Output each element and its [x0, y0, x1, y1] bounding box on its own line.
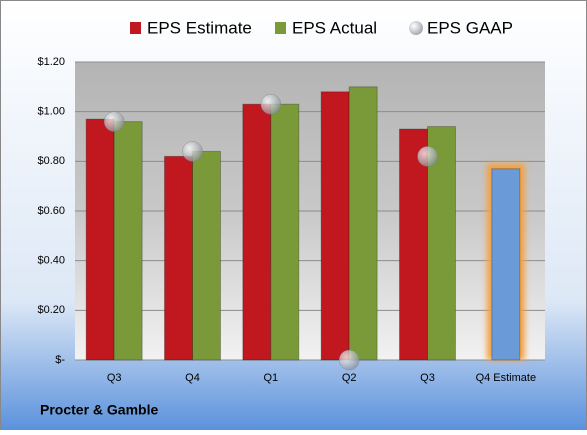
y-tick-label: $1.20	[37, 56, 65, 68]
y-tick-label: $-	[55, 354, 65, 366]
bar	[242, 103, 272, 361]
gaap-marker	[338, 349, 360, 371]
legend-label: EPS GAAP	[427, 18, 513, 37]
x-tick-label: Q4 Estimate	[476, 372, 537, 384]
legend-marker	[275, 22, 286, 34]
bar	[320, 91, 350, 361]
footer: Procter & Gamble	[40, 402, 158, 418]
x-tick-label: Q3	[107, 372, 122, 384]
x-tick-label: Q3	[420, 372, 435, 384]
gaap-marker	[103, 111, 125, 132]
gaap-marker	[260, 93, 282, 115]
legend-label: EPS Estimate	[147, 18, 252, 37]
y-tick-label: $0.80	[37, 155, 65, 167]
legend-label: EPS Actual	[292, 18, 377, 37]
gaap-marker	[417, 146, 438, 167]
gaap-marker	[182, 141, 203, 162]
bar	[164, 155, 193, 361]
bar	[270, 103, 300, 361]
bar	[348, 86, 378, 361]
y-tick-label: $0.40	[37, 255, 65, 267]
y-tick-label: $1.00	[37, 106, 65, 118]
bar	[85, 118, 115, 361]
y-tick-label: $0.20	[37, 304, 65, 316]
x-tick-label: Q2	[342, 372, 357, 384]
x-tick-label: Q4	[185, 372, 200, 384]
bar	[399, 128, 428, 361]
bar	[113, 121, 143, 361]
legend-marker	[130, 22, 141, 34]
x-tick-label: Q1	[263, 372, 278, 384]
legend-marker	[409, 21, 423, 35]
y-tick-label: $0.60	[37, 205, 65, 217]
bar	[192, 150, 221, 361]
bar	[491, 168, 521, 361]
